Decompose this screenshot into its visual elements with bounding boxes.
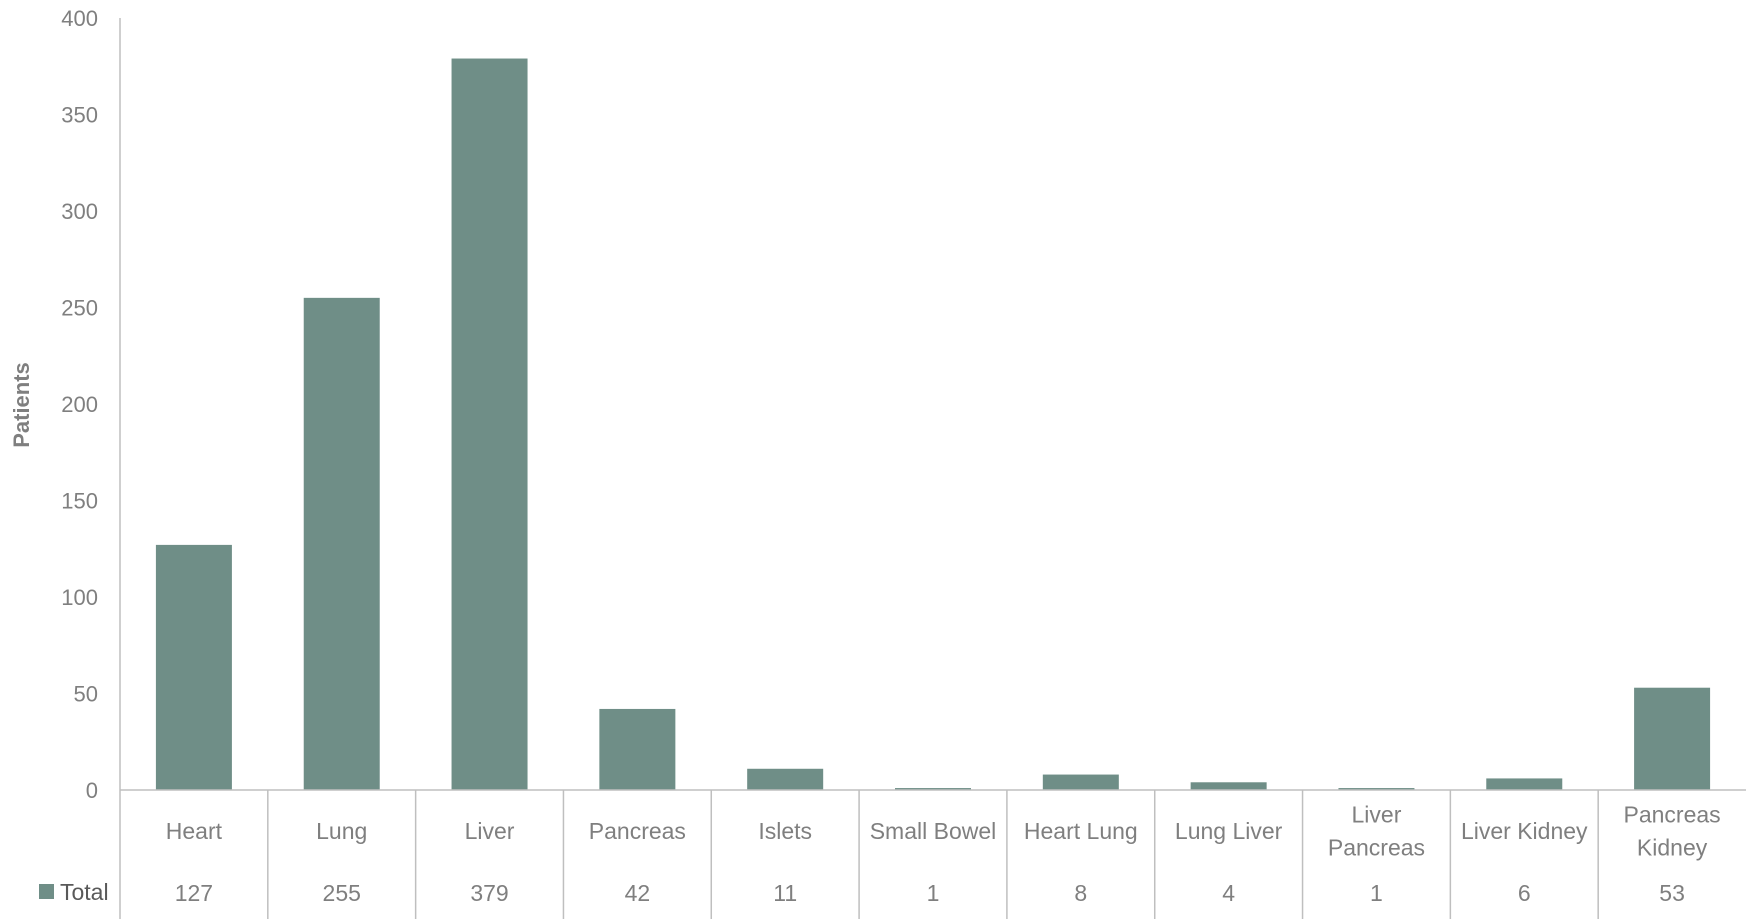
- bars: [155, 58, 1711, 790]
- bar: [303, 297, 380, 790]
- category-label: Islets: [758, 818, 812, 844]
- data-table-grid: [267, 790, 1599, 919]
- y-tick-label: 350: [61, 103, 98, 128]
- bar: [895, 788, 971, 790]
- category-label: Heart: [166, 818, 223, 844]
- category-label: Heart Lung: [1024, 818, 1138, 844]
- y-axis-title: Patients: [9, 362, 34, 448]
- bar: [1190, 782, 1267, 790]
- y-tick-label: 300: [61, 199, 98, 224]
- bar: [747, 768, 824, 790]
- data-table-value: 11: [773, 880, 797, 906]
- bar: [155, 544, 232, 790]
- bar: [1042, 774, 1119, 790]
- bar: [451, 58, 528, 790]
- data-table-values: 127 255 379 42 11 1 8 4 1 6 53: [175, 880, 1685, 906]
- category-label: Pancreas: [1328, 835, 1425, 861]
- y-axis-ticks: 0 50 100 150 200 250 300 350 400: [61, 6, 98, 803]
- y-tick-label: 100: [61, 585, 98, 610]
- category-label: Liver: [1352, 802, 1402, 828]
- data-table-value: 6: [1518, 880, 1531, 906]
- y-tick-label: 200: [61, 392, 98, 417]
- data-table-value: 127: [175, 880, 213, 906]
- data-table-value: 379: [470, 880, 508, 906]
- bar: [1634, 687, 1711, 790]
- bar: [1486, 778, 1563, 790]
- data-table-value: 1: [1370, 880, 1383, 906]
- category-label: Liver Kidney: [1461, 818, 1588, 844]
- data-table-value: 4: [1222, 880, 1235, 906]
- category-label: Small Bowel: [870, 818, 997, 844]
- category-label: Pancreas: [589, 818, 686, 844]
- data-table-value: 42: [625, 880, 651, 906]
- category-label: Pancreas: [1624, 802, 1721, 828]
- y-tick-label: 250: [61, 296, 98, 321]
- category-label: Lung Liver: [1175, 818, 1283, 844]
- data-table-value: 53: [1659, 880, 1685, 906]
- y-tick-label: 50: [74, 682, 98, 707]
- category-label: Kidney: [1637, 835, 1708, 861]
- data-table-value: 1: [927, 880, 940, 906]
- data-table-value: 255: [323, 880, 361, 906]
- category-label: Lung: [316, 818, 367, 844]
- category-label: Liver: [465, 818, 515, 844]
- legend-label: Total: [60, 879, 109, 905]
- bar: [1338, 788, 1415, 790]
- legend-swatch: [39, 884, 54, 899]
- y-tick-label: 0: [86, 778, 98, 803]
- category-labels: Heart Lung Liver Pancreas Islets Small Bowel H…: [166, 802, 1721, 861]
- y-tick-label: 150: [61, 489, 98, 514]
- data-table-value: 8: [1074, 880, 1087, 906]
- bar: [599, 708, 676, 790]
- y-tick-label: 400: [61, 6, 98, 31]
